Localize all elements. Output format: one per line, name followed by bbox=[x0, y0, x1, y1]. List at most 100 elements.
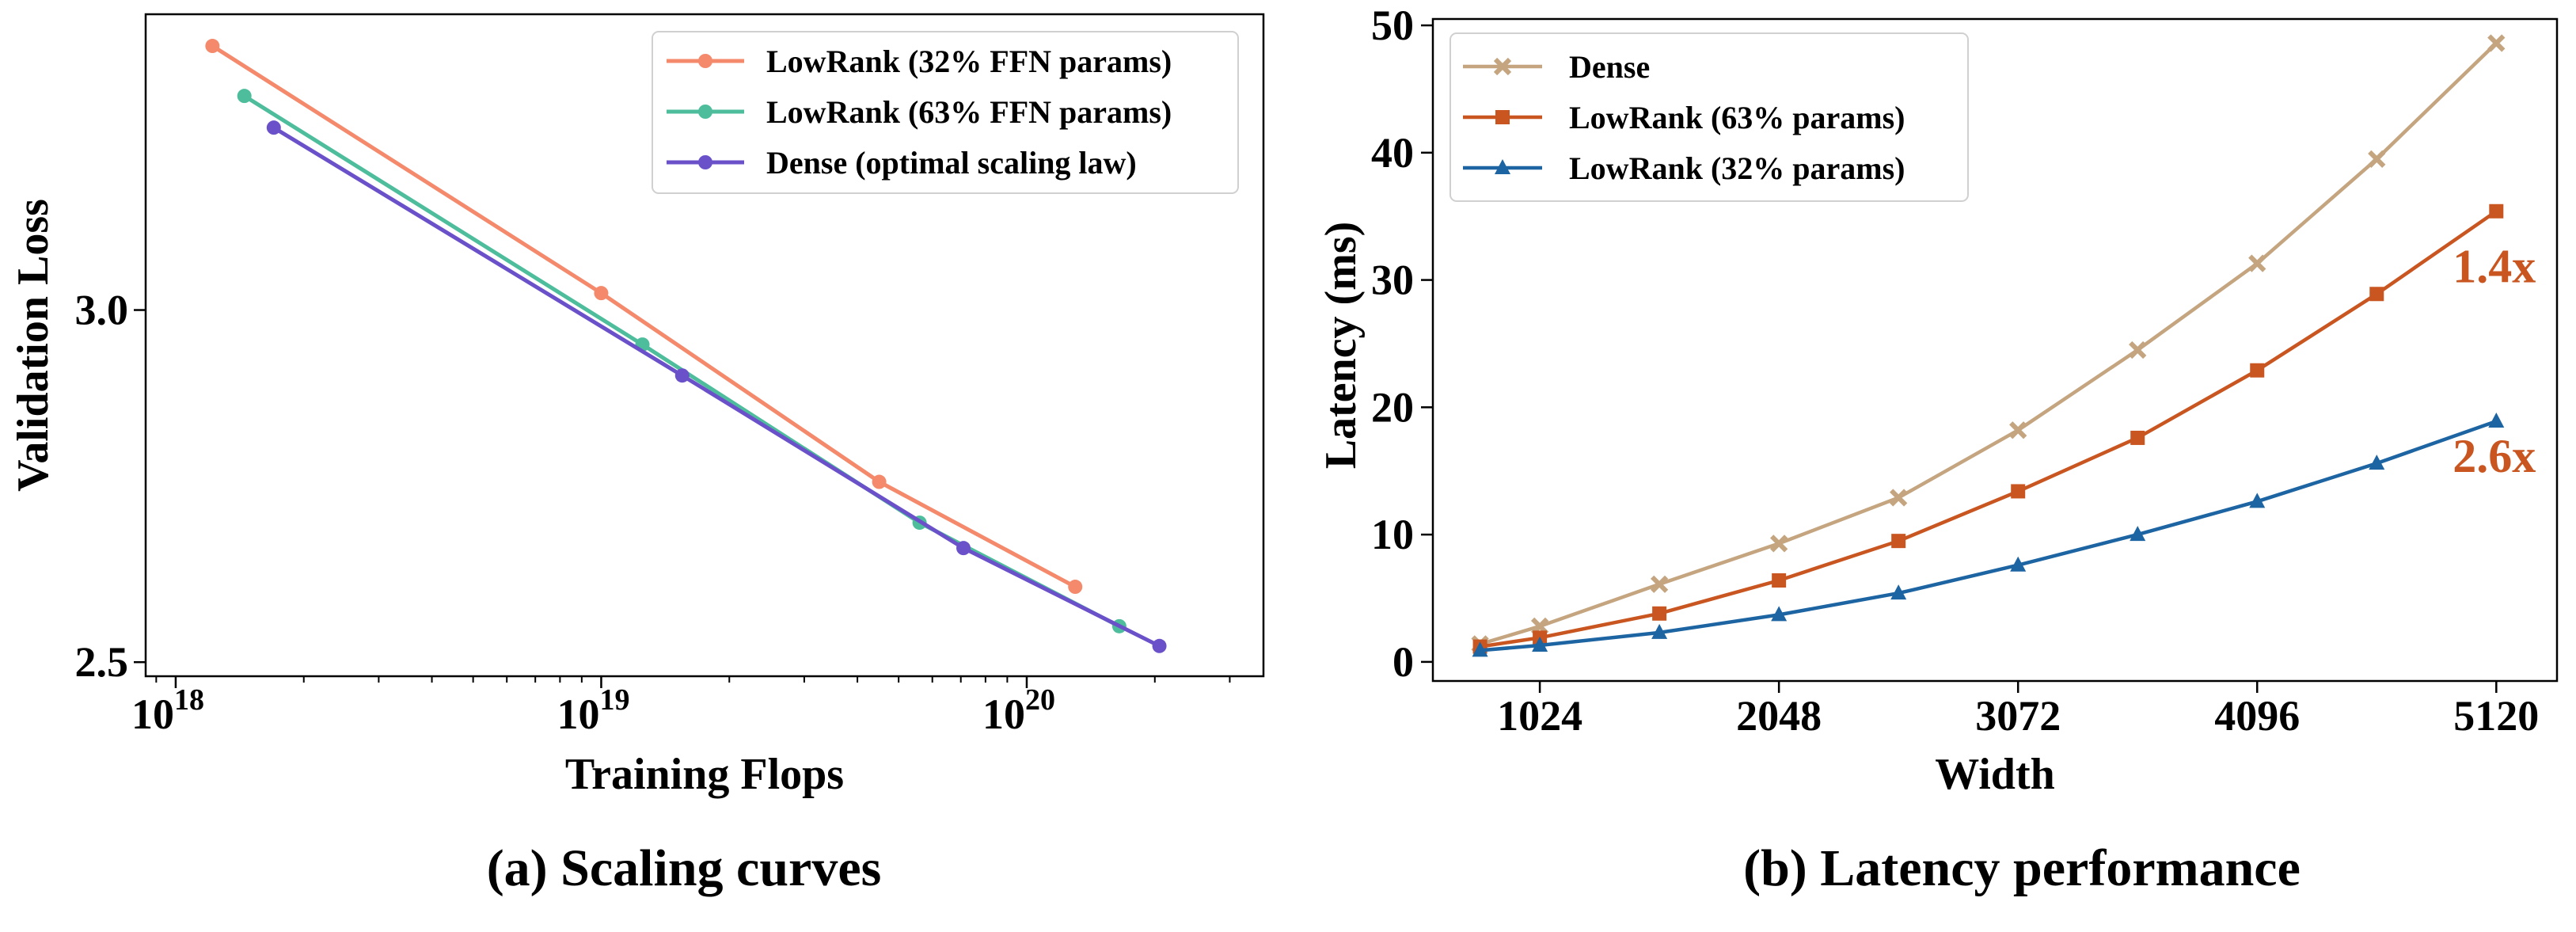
data-point bbox=[956, 541, 971, 556]
data-point-square bbox=[1495, 110, 1510, 124]
x-tick-label: 1024 bbox=[1497, 692, 1582, 740]
plot-frame bbox=[144, 13, 1265, 678]
data-point-x bbox=[1493, 57, 1512, 76]
series-lowrank-32-ffn-params bbox=[205, 39, 1083, 595]
y-tick-label: 20 bbox=[1371, 383, 1414, 431]
x-tick-base: 10 bbox=[982, 690, 1025, 738]
legend-label: Dense bbox=[1569, 49, 1650, 85]
x-tick-label: 3072 bbox=[1975, 692, 2061, 740]
data-point-x bbox=[2009, 421, 2027, 439]
data-point-x bbox=[2248, 254, 2266, 272]
x-ticks: 1024 2048 3072 4096 5120 bbox=[1497, 681, 2539, 740]
x-ticks: 1018 1019 1020 bbox=[131, 676, 1231, 738]
legend-box bbox=[1449, 32, 1969, 202]
series-line bbox=[272, 126, 1161, 649]
data-point-triangle bbox=[1651, 623, 1668, 639]
plot-frame bbox=[1431, 17, 2559, 683]
x-stroke bbox=[2129, 340, 2147, 359]
series-line bbox=[1480, 419, 2498, 652]
x-tick-label: 2048 bbox=[1736, 692, 1822, 740]
x-axis-label: Training Flops bbox=[565, 750, 844, 799]
x-stroke bbox=[2487, 34, 2506, 52]
legend-label: LowRank (32% FFN params) bbox=[766, 44, 1172, 79]
panel-caption: (a) Scaling curves bbox=[487, 839, 882, 897]
y-ticks: 0 10 20 30 40 50 bbox=[1371, 2, 1433, 686]
legend: LowRank (32% FFN params) LowRank (63% FFN… bbox=[652, 31, 1239, 194]
data-point-square bbox=[2011, 484, 2026, 499]
data-point bbox=[266, 120, 281, 135]
legend-marker bbox=[698, 105, 712, 119]
series-line bbox=[211, 44, 1077, 589]
data-point-x bbox=[2487, 34, 2506, 52]
ratio-annotation: 1.4x bbox=[2453, 240, 2536, 292]
data-point-triangle bbox=[1532, 636, 1548, 652]
data-point bbox=[872, 474, 887, 489]
series-lowrank-63-params bbox=[1472, 204, 2504, 654]
panel-caption: (b) Latency performance bbox=[1743, 839, 2301, 897]
x-tick-base: 10 bbox=[131, 690, 174, 738]
y-tick-label: 10 bbox=[1371, 511, 1414, 558]
data-point bbox=[1152, 638, 1167, 653]
y-tick-label: 3.0 bbox=[75, 287, 129, 334]
x-stroke bbox=[1770, 534, 1788, 553]
legend-marker bbox=[698, 54, 712, 68]
data-point bbox=[237, 89, 252, 104]
x-axis-label: Width bbox=[1935, 750, 2054, 799]
data-point-triangle bbox=[2010, 556, 2027, 572]
data-point bbox=[594, 286, 609, 301]
data-point-triangle bbox=[2369, 455, 2385, 470]
y-tick-label: 50 bbox=[1371, 2, 1414, 49]
legend-box bbox=[652, 31, 1239, 194]
latency-panel: 1024 2048 3072 4096 5120 0 10 20 30 40 50 1.4x 2.6… bbox=[1316, 2, 2559, 897]
data-point-square bbox=[1891, 534, 1906, 549]
x-stroke bbox=[1651, 575, 1669, 593]
legend-label: LowRank (32% params) bbox=[1569, 150, 1905, 186]
series-line bbox=[1479, 41, 2498, 646]
x-stroke bbox=[2248, 254, 2266, 272]
legend-label: Dense (optimal scaling law) bbox=[766, 145, 1137, 181]
data-point bbox=[205, 39, 220, 54]
data-point-square bbox=[2130, 430, 2145, 445]
ratio-annotation: 2.6x bbox=[2453, 430, 2536, 482]
x-tick-label: 1020 bbox=[982, 683, 1055, 738]
y-axis-label: Validation Loss bbox=[9, 199, 58, 492]
data-point-square bbox=[1652, 606, 1667, 621]
data-point-square bbox=[2250, 363, 2265, 378]
y-ticks: 2.5 3.0 bbox=[75, 287, 146, 686]
data-point-x bbox=[1890, 489, 1908, 507]
x-tick-exponent: 19 bbox=[599, 683, 629, 717]
y-tick-label: 0 bbox=[1392, 638, 1414, 686]
y-tick-label: 2.5 bbox=[75, 638, 129, 686]
data-point-triangle bbox=[2488, 413, 2505, 428]
data-point-triangle bbox=[2130, 526, 2146, 542]
data-point-square bbox=[2489, 204, 2504, 219]
data-point-x bbox=[2129, 340, 2147, 359]
series-group bbox=[205, 39, 1167, 653]
legend-label: LowRank (63% params) bbox=[1569, 100, 1905, 135]
legend-label: LowRank (63% FFN params) bbox=[766, 94, 1172, 130]
data-point-triangle bbox=[1472, 641, 1488, 657]
series-group bbox=[1471, 34, 2506, 657]
x-tick-exponent: 18 bbox=[174, 683, 204, 717]
series-dense-optimal-scaling-law bbox=[266, 120, 1167, 653]
data-point-x bbox=[2368, 150, 2386, 168]
x-stroke bbox=[1890, 489, 1908, 507]
data-point-x bbox=[1770, 534, 1788, 553]
y-tick-label: 30 bbox=[1371, 257, 1414, 304]
x-tick-base: 10 bbox=[557, 690, 599, 738]
data-point-triangle bbox=[1495, 159, 1510, 174]
data-point-triangle bbox=[1890, 584, 1907, 600]
series-line bbox=[1480, 209, 2498, 649]
y-axis-label: Latency (ms) bbox=[1316, 222, 1366, 470]
x-tick-label: 1019 bbox=[557, 683, 629, 738]
legend-marker bbox=[698, 155, 712, 169]
x-stroke bbox=[1493, 57, 1512, 76]
data-point-triangle bbox=[1771, 606, 1788, 622]
x-stroke bbox=[2009, 421, 2027, 439]
annotations: 1.4x 2.6x bbox=[2453, 240, 2536, 482]
x-tick-exponent: 20 bbox=[1025, 683, 1055, 717]
x-tick-label: 5120 bbox=[2453, 692, 2539, 740]
data-point bbox=[1068, 580, 1083, 595]
data-point-square bbox=[1772, 573, 1787, 588]
